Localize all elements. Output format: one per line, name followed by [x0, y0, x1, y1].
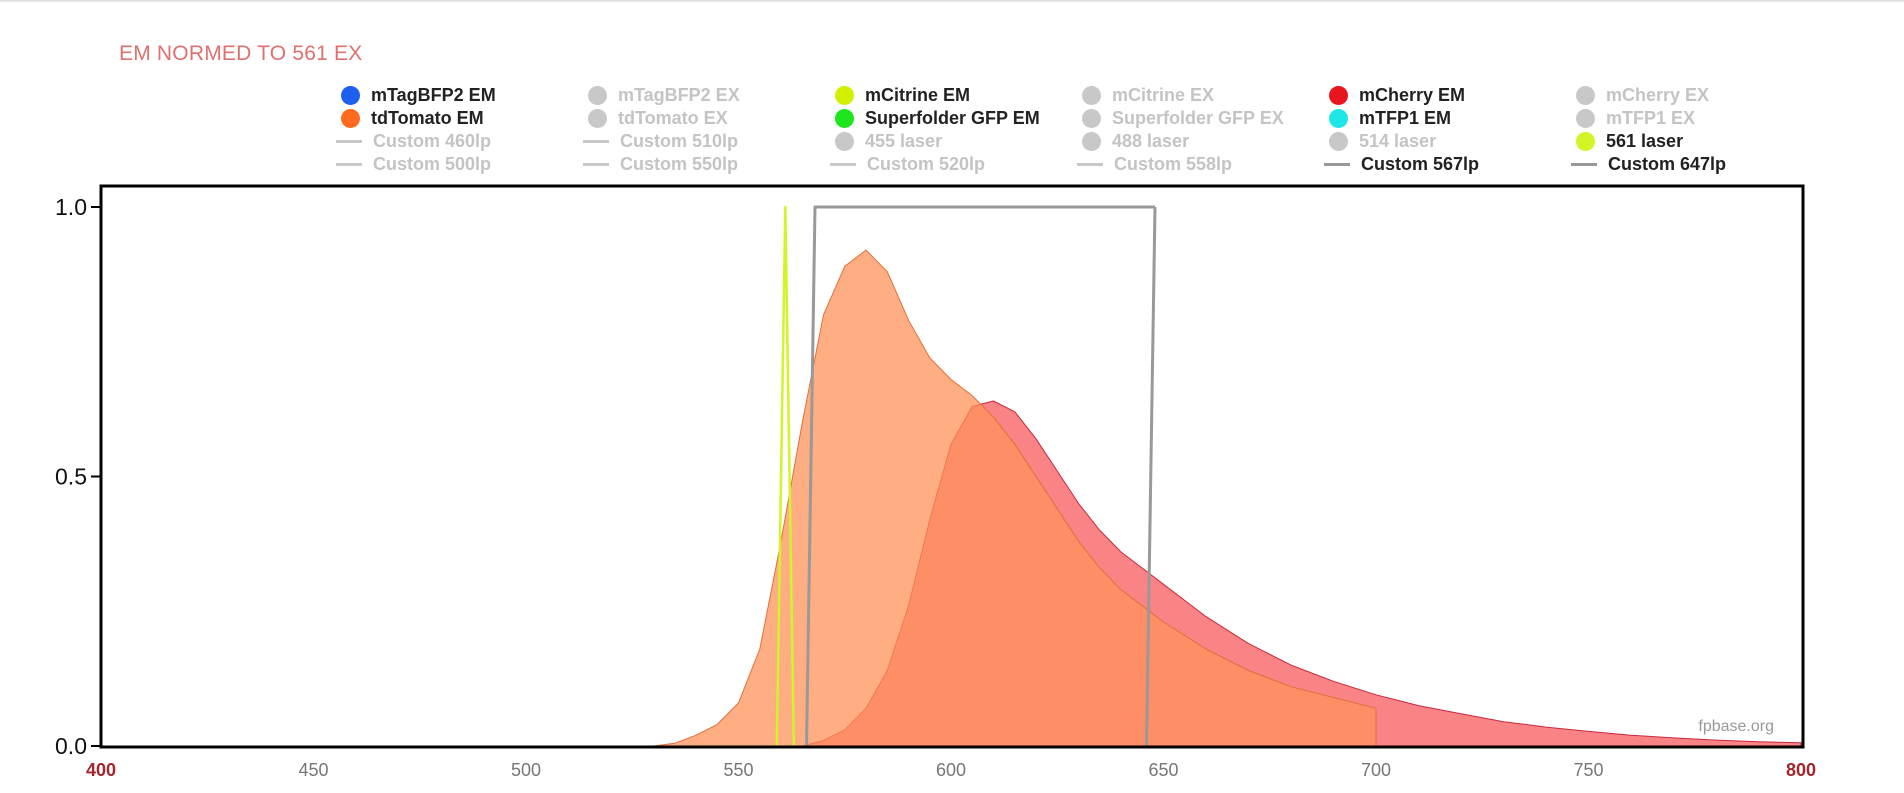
series-custom-647lp: [1145, 206, 1157, 746]
legend-label: mTFP1 EX: [1606, 108, 1696, 128]
chart-title: EM NORMED TO 561 EX: [119, 42, 363, 65]
x-tick-label: 500: [511, 760, 541, 780]
x-tick-label: 800: [1786, 760, 1816, 780]
legend-label: Custom 567lp: [1361, 154, 1480, 174]
legend-item-561-laser[interactable]: 561 laser: [1571, 130, 1818, 153]
legend-item-tdtomato-ex[interactable]: tdTomato EX: [583, 107, 830, 130]
legend-label: mCherry EX: [1606, 85, 1710, 105]
legend-item-custom-520lp[interactable]: Custom 520lp: [830, 153, 1077, 176]
legend-dot-icon: [1329, 132, 1348, 151]
legend-label: mCitrine EM: [865, 85, 971, 105]
legend-dot-icon: [1576, 132, 1595, 151]
legend-label: tdTomato EM: [371, 108, 484, 128]
legend-item-488-laser[interactable]: 488 laser: [1077, 130, 1324, 153]
x-tick-label: 550: [723, 760, 753, 780]
legend-item-mcherry-em[interactable]: mCherry EM: [1324, 84, 1571, 107]
legend-item-mtfp1-em[interactable]: mTFP1 EM: [1324, 107, 1571, 130]
legend-label: Custom 510lp: [620, 131, 739, 151]
legend-label: Custom 647lp: [1608, 154, 1727, 174]
legend-label: tdTomato EX: [618, 108, 728, 128]
x-tick-label: 750: [1573, 760, 1603, 780]
legend-dot-icon: [341, 109, 360, 128]
legend-dot-icon: [1329, 109, 1348, 128]
legend-dot-icon: [588, 109, 607, 128]
legend-item-mtagbfp2-em[interactable]: mTagBFP2 EM: [336, 84, 583, 107]
x-tick-label: 650: [1148, 760, 1178, 780]
legend-item-mtfp1-ex[interactable]: mTFP1 EX: [1571, 107, 1818, 130]
legend-dot-icon: [341, 86, 360, 105]
plot-frame: [99, 184, 1805, 749]
legend-dot-icon: [1082, 132, 1101, 151]
legend-line-icon: [583, 163, 609, 166]
legend-label: 488 laser: [1112, 131, 1190, 151]
legend-item-mcherry-ex[interactable]: mCherry EX: [1571, 84, 1818, 107]
legend-label: Custom 550lp: [620, 154, 739, 174]
legend-label: 455 laser: [865, 131, 943, 151]
legend-item-455-laser[interactable]: 455 laser: [830, 130, 1077, 153]
legend-dot-icon: [835, 132, 854, 151]
legend-dot-icon: [1329, 86, 1348, 105]
legend-label: Superfolder GFP EM: [865, 108, 1040, 128]
legend-item-mtagbfp2-ex[interactable]: mTagBFP2 EX: [583, 84, 830, 107]
legend-label: mTagBFP2 EM: [371, 85, 496, 105]
legend-label: 514 laser: [1359, 131, 1437, 151]
legend-line-icon: [583, 140, 609, 143]
y-tick-label: 0.0: [55, 733, 87, 759]
legend-label: Superfolder GFP EX: [1112, 108, 1284, 128]
series-custom-567lp: [805, 205, 1155, 746]
legend-label: mTagBFP2 EX: [618, 85, 740, 105]
legend-line-icon: [830, 163, 856, 166]
legend-item-mcitrine-ex[interactable]: mCitrine EX: [1077, 84, 1324, 107]
legend-item-custom-647lp[interactable]: Custom 647lp: [1571, 153, 1818, 176]
legend-item-custom-550lp[interactable]: Custom 550lp: [583, 153, 830, 176]
x-tick-label: 600: [936, 760, 966, 780]
legend-dot-icon: [588, 86, 607, 105]
legend-label: 561 laser: [1606, 131, 1684, 151]
legend-dot-icon: [835, 109, 854, 128]
credit-label: fpbase.org: [1698, 718, 1774, 735]
series-561-laser: [775, 205, 796, 746]
x-tick-label: 700: [1361, 760, 1391, 780]
series-tdtomato-em: [653, 249, 1377, 746]
legend-line-icon: [336, 163, 362, 166]
legend-item-mcitrine-em[interactable]: mCitrine EM: [830, 84, 1077, 107]
legend-line-icon: [1571, 163, 1597, 166]
y-tick-label: 0.5: [55, 464, 87, 490]
top-rule: [0, 0, 1904, 3]
legend-item-custom-500lp[interactable]: Custom 500lp: [336, 153, 583, 176]
legend-label: mTFP1 EM: [1359, 108, 1452, 128]
legend-label: Custom 500lp: [373, 154, 492, 174]
legend-item-custom-567lp[interactable]: Custom 567lp: [1324, 153, 1571, 176]
legend-dot-icon: [1082, 109, 1101, 128]
legend-item-514-laser[interactable]: 514 laser: [1324, 130, 1571, 153]
legend-line-icon: [1077, 163, 1103, 166]
legend-label: mCitrine EX: [1112, 85, 1215, 105]
legend-label: mCherry EM: [1359, 85, 1466, 105]
legend-item-tdtomato-em[interactable]: tdTomato EM: [336, 107, 583, 130]
legend-label: Custom 558lp: [1114, 154, 1233, 174]
legend-label: Custom 460lp: [373, 131, 492, 151]
legend-item-custom-460lp[interactable]: Custom 460lp: [336, 130, 583, 153]
legend-line-icon: [1324, 163, 1350, 166]
legend-line-icon: [336, 140, 362, 143]
x-tick-label: 400: [86, 760, 116, 780]
legend-item-custom-510lp[interactable]: Custom 510lp: [583, 130, 830, 153]
legend: mTagBFP2 EM mTagBFP2 EX mCitrine EM mCitrin…: [336, 84, 1818, 176]
legend-dot-icon: [1576, 86, 1595, 105]
legend-label: Custom 520lp: [867, 154, 986, 174]
legend-item-custom-558lp[interactable]: Custom 558lp: [1077, 153, 1324, 176]
legend-dot-icon: [1082, 86, 1101, 105]
x-tick-label: 450: [298, 760, 328, 780]
legend-item-superfolder-gfp-em[interactable]: Superfolder GFP EM: [830, 107, 1077, 130]
legend-item-superfolder-gfp-ex[interactable]: Superfolder GFP EX: [1077, 107, 1324, 130]
legend-dot-icon: [835, 86, 854, 105]
legend-dot-icon: [1576, 109, 1595, 128]
y-tick-label: 1.0: [55, 194, 87, 220]
